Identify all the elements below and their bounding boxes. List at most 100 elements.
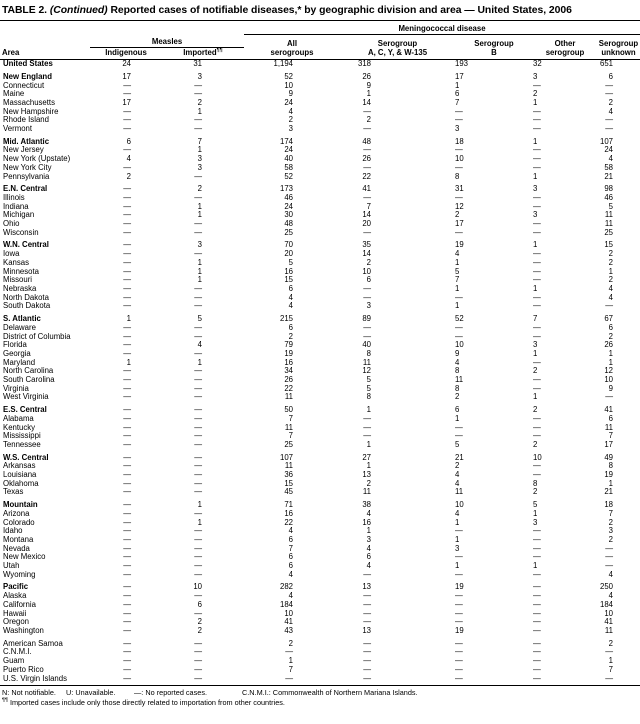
value-cell: — <box>194 656 202 666</box>
value-cell: 7 <box>288 431 293 441</box>
value-cell: — <box>194 452 202 462</box>
value-cell: — <box>533 162 541 172</box>
value-cell: — <box>455 617 463 627</box>
value-cell: — <box>363 569 371 579</box>
value-cell: — <box>194 439 202 449</box>
value-cell: 2 <box>533 366 538 376</box>
table-row: Ohio — — 48 20 17 — 11 <box>0 219 640 229</box>
value-cell: 19 <box>455 240 464 250</box>
value-cell: 1 <box>533 240 538 250</box>
table-row: United States 24 31 1,194 318 193 32 651 <box>0 59 640 69</box>
value-cell: — <box>533 647 541 657</box>
value-cell: — <box>194 478 202 488</box>
value-cell: — <box>533 106 541 116</box>
value-cell: — <box>123 219 131 229</box>
area-cell: New Mexico <box>3 552 46 562</box>
value-cell: — <box>455 292 463 302</box>
value-cell: 3 <box>533 210 538 220</box>
table-row: S. Atlantic 1 5 215 89 52 7 67 <box>0 314 640 324</box>
value-cell: 4 <box>455 508 460 518</box>
value-cell: 3 <box>533 517 538 527</box>
value-cell: — <box>194 664 202 674</box>
value-cell: — <box>194 561 202 571</box>
value-cell: 1 <box>197 145 202 155</box>
value-cell: — <box>194 569 202 579</box>
value-cell: 1 <box>197 201 202 211</box>
value-cell: — <box>533 664 541 674</box>
value-cell: 1 <box>533 283 538 293</box>
value-cell: — <box>123 331 131 341</box>
value-cell: — <box>194 171 202 181</box>
value-cell: 20 <box>362 219 371 229</box>
value-cell: — <box>605 561 613 571</box>
area-cell: Oklahoma <box>3 478 39 488</box>
area-cell: Pennsylvania <box>3 171 50 181</box>
value-cell: 41 <box>362 184 371 194</box>
area-cell: New Hampshire <box>3 106 59 116</box>
value-cell: — <box>194 375 202 385</box>
value-cell: — <box>194 608 202 618</box>
value-cell: 7 <box>288 543 293 553</box>
value-cell: — <box>194 422 202 432</box>
value-cell: — <box>123 392 131 402</box>
value-cell: — <box>533 124 541 134</box>
value-cell: — <box>123 249 131 259</box>
table-row: Nevada — — 7 4 3 — — <box>0 543 640 554</box>
table-row: Mississippi — — 7 — — — 7 <box>0 432 640 441</box>
value-cell: 3 <box>455 124 460 134</box>
area-cell: Minnesota <box>3 266 39 276</box>
value-cell: — <box>533 617 541 627</box>
value-cell: — <box>363 431 371 441</box>
value-cell: 17 <box>122 71 131 81</box>
value-cell: 6 <box>288 322 293 332</box>
area-cell: S. Atlantic <box>3 314 41 324</box>
value-cell: 4 <box>366 508 371 518</box>
value-cell: 1 <box>533 97 538 107</box>
area-cell: Colorado <box>3 517 35 527</box>
table-row: Delaware — — 6 — — — 6 <box>0 322 640 333</box>
area-cell: New York (Upstate) <box>3 154 71 164</box>
value-cell: 26 <box>362 71 371 81</box>
value-cell: — <box>123 115 131 125</box>
area-cell: Massachusetts <box>3 97 56 107</box>
value-cell: — <box>123 508 131 518</box>
table-row: E.N. Central — 2 173 41 31 3 98 <box>0 185 640 194</box>
value-cell: 46 <box>284 192 293 202</box>
value-cell: — <box>123 162 131 172</box>
value-cell: 5 <box>366 383 371 393</box>
value-cell: 13 <box>362 582 371 592</box>
table-title: TABLE 2. (Continued) Reported cases of n… <box>0 3 640 21</box>
area-cell: Oregon <box>3 617 30 627</box>
value-cell: 2 <box>126 171 131 181</box>
value-cell: — <box>123 487 131 497</box>
value-cell: 107 <box>279 452 293 462</box>
table-row: Idaho — — 4 1 — — 3 <box>0 527 640 536</box>
value-cell: — <box>194 470 202 480</box>
value-cell: 8 <box>608 461 613 471</box>
imported-footnote-marker: ¶¶ <box>216 47 223 54</box>
value-cell: 318 <box>357 59 371 69</box>
table-row: Pacific — 10 282 13 19 — 250 <box>0 583 640 592</box>
table-row: West Virginia — — 11 8 2 1 — <box>0 393 640 402</box>
value-cell: 36 <box>284 470 293 480</box>
area-cell: North Dakota <box>3 292 49 302</box>
value-cell: 14 <box>362 249 371 259</box>
area-cell: Maine <box>3 89 25 99</box>
value-cell: 6 <box>366 552 371 562</box>
table-row: New Mexico — — 6 6 — — — <box>0 553 640 562</box>
value-cell: — <box>123 656 131 666</box>
value-cell: — <box>533 249 541 259</box>
value-cell: 52 <box>455 314 464 324</box>
value-cell: 1 <box>197 266 202 276</box>
value-cell: 1 <box>197 210 202 220</box>
value-cell: — <box>533 626 541 635</box>
value-cell: 2 <box>608 638 613 648</box>
table-row: California — 6 184 — — — 184 <box>0 600 640 610</box>
value-cell: — <box>123 383 131 393</box>
value-cell: 58 <box>604 162 613 172</box>
table-row: Arizona — — 16 4 4 1 7 <box>0 508 640 519</box>
area-cell: C.N.M.I. <box>3 647 32 657</box>
value-cell: — <box>533 154 541 164</box>
value-cell: — <box>123 461 131 471</box>
table-row: Alaska — — 4 — — — 4 <box>0 591 640 601</box>
